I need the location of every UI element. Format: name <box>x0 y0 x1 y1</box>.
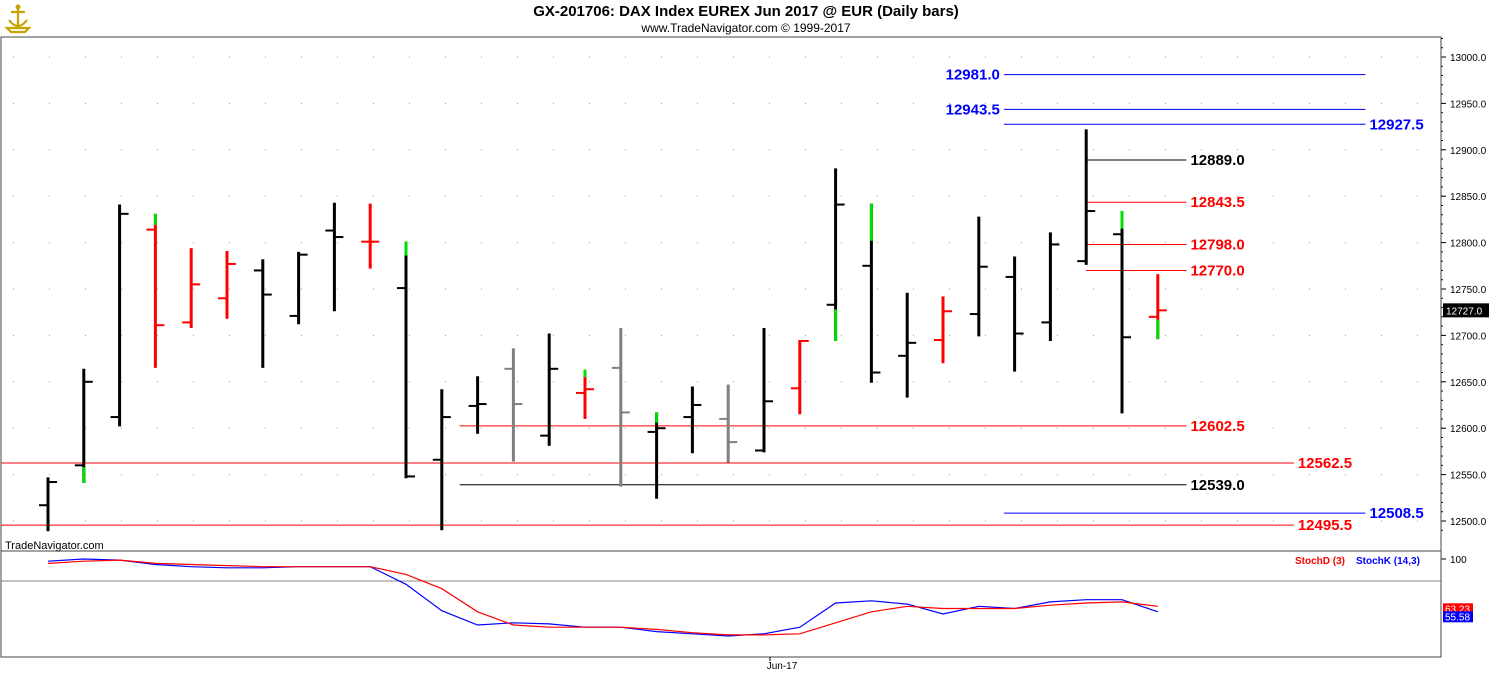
chart-subtitle: www.TradeNavigator.com © 1999-2017 <box>641 21 851 35</box>
level-label: 12943.5 <box>946 101 1000 118</box>
x-axis-label: Jun-17 <box>767 661 798 672</box>
axis-tick-label: 12800.0 <box>1450 239 1487 250</box>
axis-tick-label: 12950.0 <box>1450 99 1487 110</box>
level-label: 12981.0 <box>946 67 1000 84</box>
level-label: 12539.0 <box>1190 477 1244 494</box>
last-price-box <box>1443 303 1489 318</box>
axis-tick-label: 12600.0 <box>1450 424 1487 435</box>
level-label: 12798.0 <box>1190 236 1244 253</box>
stochk-value: 55.58 <box>1445 612 1470 623</box>
legend-stochd: StochD (3) <box>1295 556 1345 567</box>
axis-tick-label: 12900.0 <box>1450 146 1487 157</box>
level-label: 12602.5 <box>1190 418 1244 435</box>
osc-series-line <box>47 559 1158 636</box>
axis-tick-label: 12700.0 <box>1450 331 1487 342</box>
chart-frame: Jun-17 <box>0 36 1442 672</box>
last-price-label: 12727.0 <box>1446 306 1483 317</box>
osc-series-line <box>47 558 1158 637</box>
level-label: 12562.5 <box>1298 455 1352 472</box>
price-axis: 12500.0 12550.0 12600.0 12650.0 12700.0 12750… <box>1441 37 1489 531</box>
price-bars <box>39 129 1167 532</box>
stochd-value: 63.23 <box>1445 604 1470 615</box>
stochd-value-box <box>1443 603 1473 615</box>
axis-tick-label: 12550.0 <box>1450 471 1487 482</box>
ship-wheel-icon <box>4 4 32 34</box>
axis-tick-label: 13000.0 <box>1450 53 1487 64</box>
level-label: 12770.0 <box>1190 262 1244 279</box>
legend-stochk: StochK (14,3) <box>1356 556 1420 567</box>
watermark: TradeNavigator.com <box>5 540 104 552</box>
plot-border <box>0 36 1442 658</box>
axis-tick-label: 12650.0 <box>1450 378 1487 389</box>
level-label: 12927.5 <box>1369 116 1423 133</box>
axis-tick-label: 12500.0 <box>1450 517 1487 528</box>
level-label: 12889.0 <box>1190 152 1244 169</box>
level-label: 12843.5 <box>1190 194 1244 211</box>
level-label: 12495.5 <box>1298 517 1352 534</box>
level-label: 12508.5 <box>1369 505 1423 522</box>
osc-axis-label: 100 <box>1450 555 1467 566</box>
axis-tick-label: 12750.0 <box>1450 285 1487 296</box>
price-levels: 12981.0 12943.5 12927.5 12889.0 12843.5 12798… <box>1 67 1424 534</box>
stochk-value-box <box>1443 611 1473 623</box>
axis-tick-label: 12850.0 <box>1450 192 1487 203</box>
price-grid-dots <box>1 56 1441 522</box>
chart-title: GX-201706: DAX Index EUREX Jun 2017 @ EU… <box>533 3 959 20</box>
